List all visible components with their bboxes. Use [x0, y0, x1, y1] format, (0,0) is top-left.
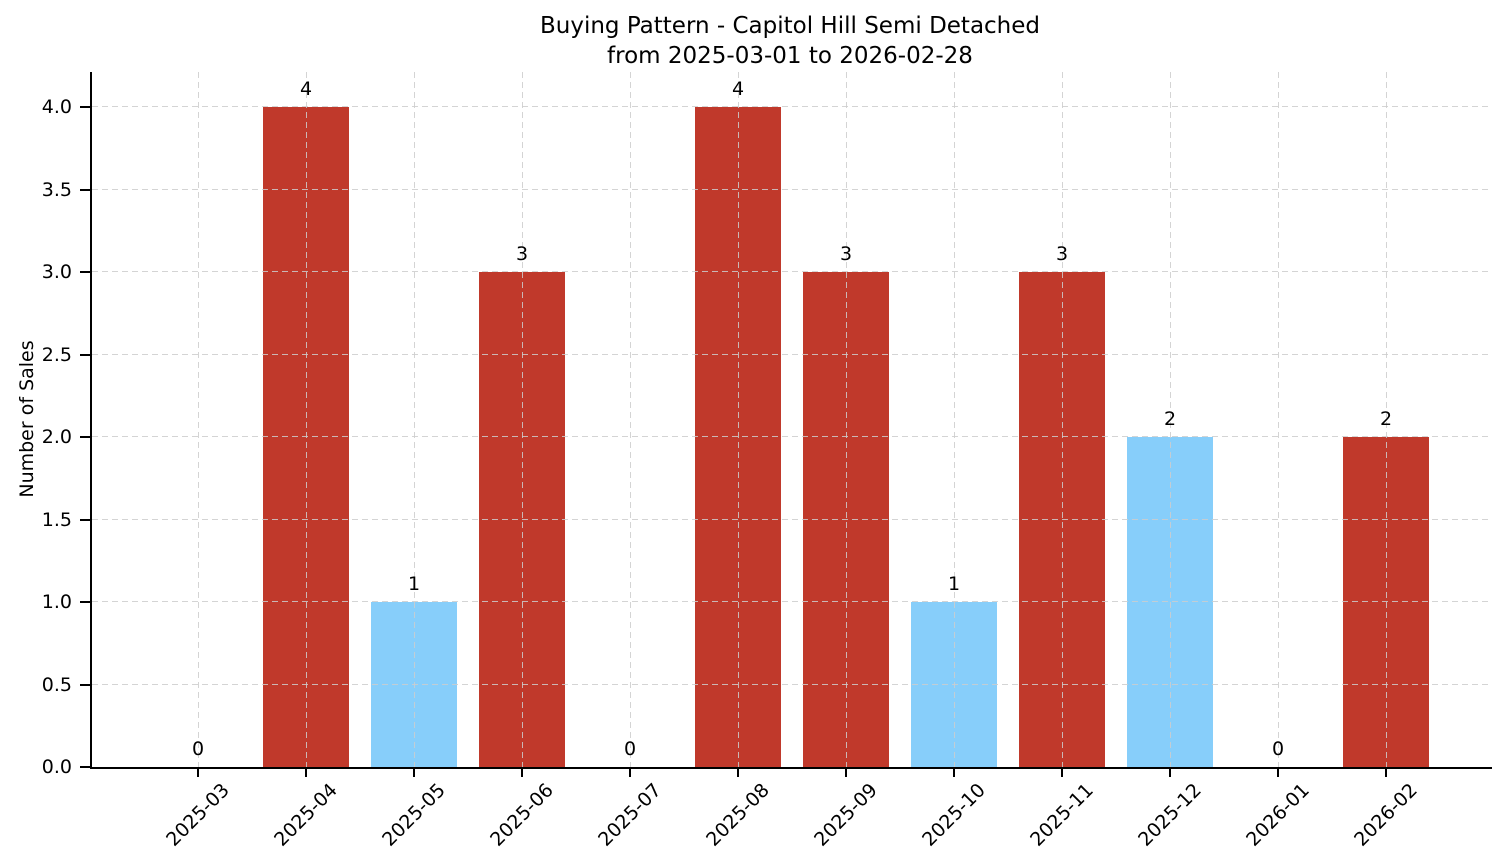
v-gridline [738, 72, 739, 767]
y-tick-mark [80, 353, 90, 356]
bar-column-2025-10: 1 2025-10 [900, 72, 1008, 851]
x-tick-mark [1385, 767, 1387, 777]
v-gridline [198, 72, 199, 767]
bar-column-2025-06: 3 2025-06 [468, 72, 576, 851]
bar-column-2025-03: 0 2025-03 [144, 72, 252, 851]
x-tick-label-2025-04: 2025-04 [270, 779, 342, 851]
x-tick-mark [953, 767, 955, 777]
value-label-2025-03: 0 [191, 738, 205, 760]
chart-title: Buying Pattern - Capitol Hill Semi Detac… [90, 11, 1490, 71]
y-tick-label: 1.5 [41, 508, 72, 531]
value-label-2025-08: 4 [731, 78, 745, 100]
h-gridline [92, 106, 1492, 107]
value-label-2025-11: 3 [1055, 243, 1069, 265]
y-tick-label: 3.5 [41, 178, 72, 201]
bar-column-2025-08: 4 2025-08 [684, 72, 792, 851]
bar-column-2025-04: 4 2025-04 [252, 72, 360, 851]
bar-column-2025-11: 3 2025-11 [1008, 72, 1116, 851]
y-tick-label: 4.0 [41, 96, 72, 118]
value-label-2025-09: 3 [839, 243, 853, 265]
x-tick-label-2026-02: 2026-02 [1350, 779, 1422, 851]
y-tick-mark [80, 601, 90, 603]
x-tick-label-2025-03: 2025-03 [162, 779, 234, 851]
x-tick-label-2025-06: 2025-06 [486, 779, 558, 851]
x-tick-label-2025-10: 2025-10 [918, 779, 990, 851]
h-gridline [92, 436, 1492, 437]
value-label-2025-12: 2 [1163, 408, 1177, 430]
y-tick-label: 0.0 [41, 756, 72, 778]
v-gridline [414, 72, 415, 767]
x-tick-label-2025-11: 2025-11 [1026, 779, 1098, 851]
h-gridline [92, 271, 1492, 272]
value-label-2026-02: 2 [1379, 408, 1393, 430]
h-gridline [92, 518, 1492, 520]
value-label-2025-10: 1 [947, 573, 961, 595]
x-tick-mark [1277, 767, 1279, 777]
y-tick-mark [80, 271, 90, 273]
x-tick-mark [1169, 767, 1171, 777]
x-tick-mark [1061, 767, 1063, 777]
value-label-2025-04: 4 [299, 78, 313, 100]
bar-column-2025-12: 2 2025-12 [1116, 72, 1224, 851]
bar-columns: 0 2025-03 4 2025-04 1 2025-05 3 2025-06 0 2025-07… [92, 72, 1492, 851]
bar-column-2025-05: 1 2025-05 [360, 72, 468, 851]
chart-title-line1: Buying Pattern - Capitol Hill Semi Detac… [539, 13, 1041, 39]
x-tick-mark [845, 767, 847, 777]
v-gridline [1170, 72, 1171, 767]
x-tick-mark [737, 767, 739, 777]
x-tick-mark [197, 767, 199, 777]
plot-area: 0 2025-03 4 2025-04 1 2025-05 3 2025-06 0 2025-07… [90, 72, 1492, 851]
bar-column-2026-01: 0 2026-01 [1224, 72, 1332, 851]
value-label-2026-01: 0 [1271, 738, 1285, 760]
chart-title-line2: from 2025-03-01 to 2026-02-28 [607, 43, 973, 69]
y-tick-label: 1.0 [41, 591, 72, 613]
bar-column-2026-02: 2 2026-02 [1332, 72, 1440, 851]
v-gridline [1278, 72, 1279, 767]
y-tick-mark [80, 188, 90, 191]
x-tick-label-2026-01: 2026-01 [1242, 779, 1314, 851]
x-tick-mark [305, 767, 307, 777]
x-tick-label-2025-09: 2025-09 [810, 779, 882, 851]
value-label-2025-05: 1 [407, 573, 421, 595]
v-gridline [630, 72, 631, 767]
x-tick-label-2025-12: 2025-12 [1134, 779, 1206, 851]
v-gridline [1062, 72, 1063, 767]
x-tick-mark [413, 767, 415, 777]
y-tick-mark [80, 766, 90, 768]
x-tick-mark [629, 767, 631, 777]
x-tick-mark [521, 767, 523, 777]
h-gridline [92, 353, 1492, 355]
y-tick-label: 3.0 [41, 261, 72, 283]
y-tick-label: 0.5 [41, 673, 72, 696]
v-gridline [954, 72, 955, 767]
h-gridline [92, 601, 1492, 602]
bar-column-2025-07: 0 2025-07 [576, 72, 684, 851]
y-tick-mark [80, 683, 90, 686]
y-tick-mark [80, 518, 90, 521]
x-tick-label-2025-07: 2025-07 [594, 779, 666, 851]
h-gridline [92, 188, 1492, 190]
value-label-2025-06: 3 [515, 243, 529, 265]
y-tick-mark [80, 106, 90, 108]
x-tick-label-2025-08: 2025-08 [702, 779, 774, 851]
y-tick-label: 2.5 [41, 343, 72, 366]
y-tick-label: 2.0 [41, 426, 72, 448]
bar-column-2025-09: 3 2025-09 [792, 72, 900, 851]
v-gridline [1386, 72, 1387, 767]
v-gridline [522, 72, 523, 767]
v-gridline [306, 72, 307, 767]
v-gridline [846, 72, 847, 767]
y-tick-mark [80, 436, 90, 438]
x-tick-label-2025-05: 2025-05 [378, 779, 450, 851]
value-label-2025-07: 0 [623, 738, 637, 760]
h-gridline [92, 683, 1492, 685]
